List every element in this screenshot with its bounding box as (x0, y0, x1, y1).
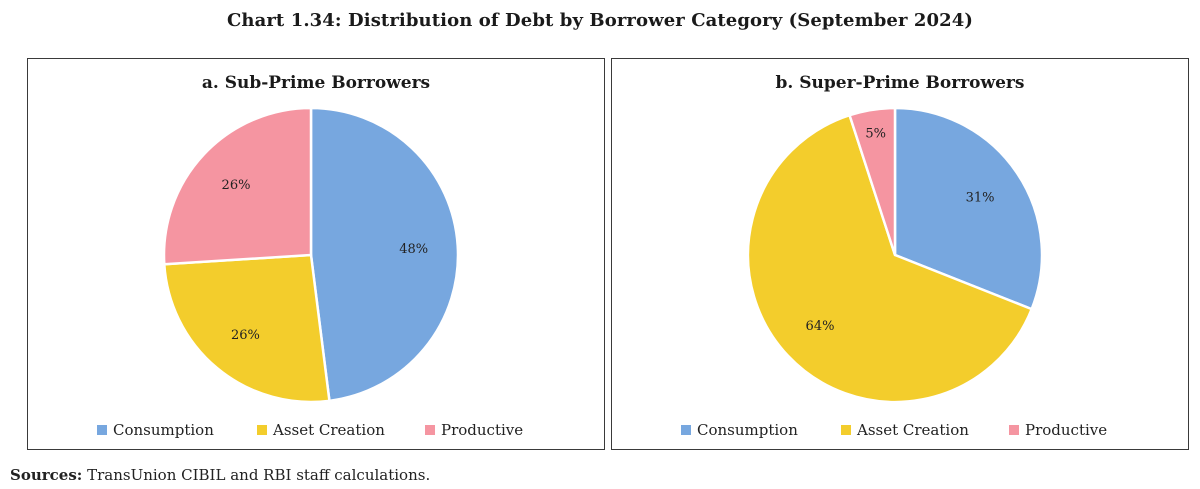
chart-title: Chart 1.34: Distribution of Debt by Borr… (226, 10, 974, 31)
legend-label: Productive (1025, 421, 1108, 439)
data-label-asset-creation: 64% (806, 319, 835, 334)
legend-sub-prime: Consumption Asset Creation Productive (28, 421, 604, 439)
legend-item-asset-creation: Asset Creation (841, 421, 1009, 439)
legend-swatch-consumption (681, 425, 691, 435)
pie-chart-sub-prime: 48% 26% 26% (162, 106, 460, 404)
data-label-productive: 5% (865, 127, 886, 142)
sources-label: Sources: (10, 466, 83, 484)
slice-asset-creation (746, 113, 1033, 404)
legend-label: Productive (441, 421, 524, 439)
pie-title-super-prime: b. Super-Prime Borrowers (775, 73, 1025, 93)
sources-text: TransUnion CIBIL and RBI staff calculati… (87, 466, 431, 484)
legend-item-asset-creation: Asset Creation (257, 421, 425, 439)
legend-item-consumption: Consumption (97, 421, 257, 439)
legend-swatch-consumption (97, 425, 107, 435)
legend-swatch-asset-creation (841, 425, 851, 435)
legend-super-prime: Consumption Asset Creation Productive (612, 421, 1188, 439)
legend-swatch-productive (425, 425, 435, 435)
panel-sub-prime: a. Sub-Prime Borrowers 48% 26% 26% Consump… (27, 58, 605, 450)
sources-note: Sources: TransUnion CIBIL and RBI staff … (10, 466, 430, 484)
legend-item-productive: Productive (1009, 421, 1119, 439)
legend-swatch-productive (1009, 425, 1019, 435)
slice-consumption (309, 106, 460, 403)
data-label-consumption: 48% (399, 242, 428, 257)
panel-super-prime: b. Super-Prime Borrowers 31% 64% 5% Consum… (611, 58, 1189, 450)
legend-label: Asset Creation (857, 421, 969, 439)
slice-productive (162, 106, 313, 266)
data-label-consumption: 31% (966, 191, 995, 206)
slice-productive (848, 106, 897, 257)
legend-label: Consumption (697, 421, 798, 439)
legend-swatch-asset-creation (257, 425, 267, 435)
legend-item-consumption: Consumption (681, 421, 841, 439)
data-label-productive: 26% (222, 178, 251, 193)
slice-consumption (893, 106, 1044, 311)
legend-item-productive: Productive (425, 421, 535, 439)
legend-label: Consumption (113, 421, 214, 439)
pie-title-sub-prime: a. Sub-Prime Borrowers (201, 73, 431, 93)
data-label-asset-creation: 26% (231, 328, 260, 343)
pie-chart-super-prime: 31% 64% 5% (746, 106, 1044, 404)
legend-label: Asset Creation (273, 421, 385, 439)
slice-asset-creation (163, 253, 331, 404)
